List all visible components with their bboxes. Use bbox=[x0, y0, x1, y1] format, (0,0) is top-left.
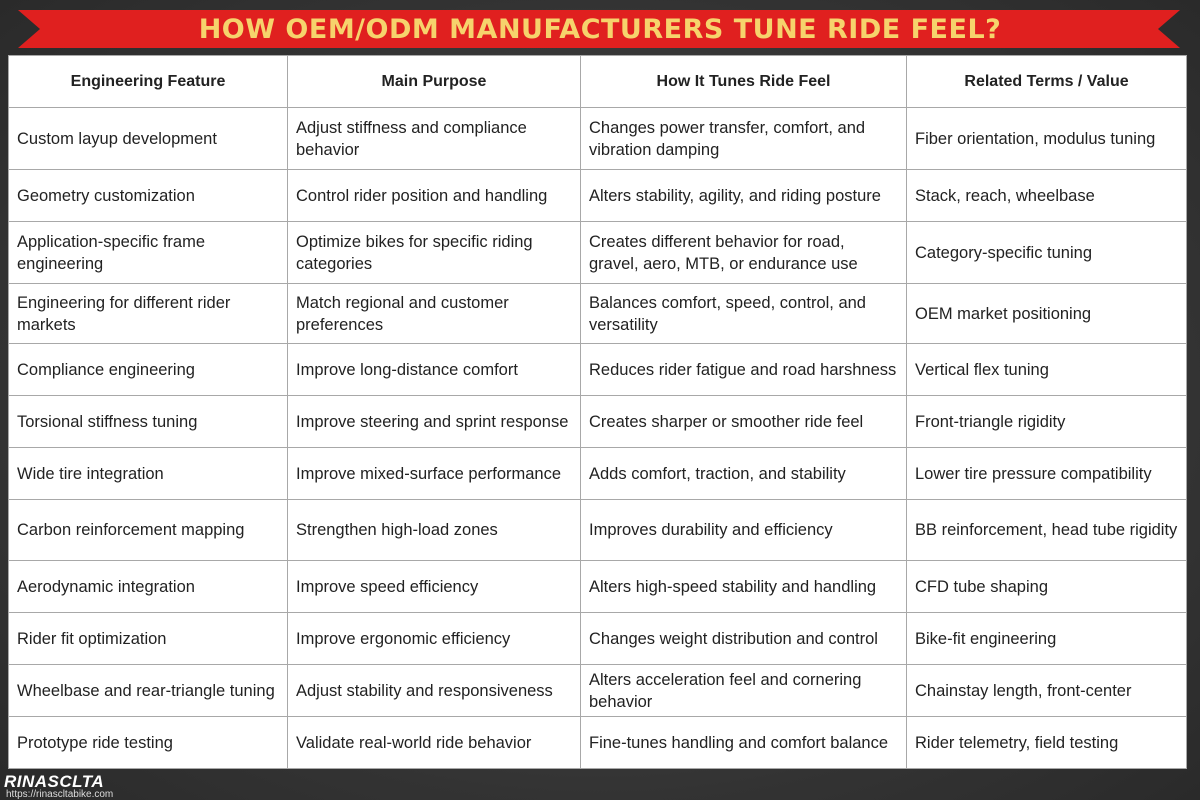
table-cell: Chainstay length, front-center bbox=[906, 664, 1187, 717]
table-cell: BB reinforcement, head tube rigidity bbox=[906, 499, 1187, 561]
table-row: Aerodynamic integration Improve speed eff… bbox=[8, 560, 1187, 613]
table-row: Wheelbase and rear-triangle tuning Adjust… bbox=[8, 664, 1187, 717]
title-banner bbox=[18, 10, 1180, 48]
table-cell: Validate real-world ride behavior bbox=[287, 716, 581, 769]
table-cell: Improve ergonomic efficiency bbox=[287, 612, 581, 665]
table-cell: Bike-fit engineering bbox=[906, 612, 1187, 665]
table-cell: Alters high-speed stability and handling bbox=[580, 560, 907, 613]
table-cell: Compliance engineering bbox=[8, 343, 288, 396]
table-cell: Adjust stiffness and compliance behavior bbox=[287, 107, 581, 170]
table-cell: Torsional stiffness tuning bbox=[8, 395, 288, 448]
table-cell: Aerodynamic integration bbox=[8, 560, 288, 613]
table-cell: Prototype ride testing bbox=[8, 716, 288, 769]
table-cell: Improve steering and sprint response bbox=[287, 395, 581, 448]
column-header: How It Tunes Ride Feel bbox=[580, 55, 907, 108]
column-header: Engineering Feature bbox=[8, 55, 288, 108]
table-cell: Lower tire pressure compatibility bbox=[906, 447, 1187, 500]
table-cell: Rider telemetry, field testing bbox=[906, 716, 1187, 769]
banner-shape bbox=[18, 10, 1180, 48]
table-row: Compliance engineering Improve long-dista… bbox=[8, 343, 1187, 396]
table-cell: Fine-tunes handling and comfort balance bbox=[580, 716, 907, 769]
brand: RINASCLTA bbox=[4, 772, 105, 791]
table-cell: Vertical flex tuning bbox=[906, 343, 1187, 396]
table-cell: Optimize bikes for specific riding categ… bbox=[287, 221, 581, 284]
table-cell: Control rider position and handling bbox=[287, 169, 581, 222]
table-row: Geometry customization Control rider posi… bbox=[8, 169, 1187, 222]
table-cell: Match regional and customer preferences bbox=[287, 283, 581, 344]
column-header: Related Terms / Value bbox=[906, 55, 1187, 108]
title: HOW OEM/ODM MANUFACTURERS TUNE RIDE FEEL… bbox=[198, 14, 1002, 45]
column-header: Main Purpose bbox=[287, 55, 581, 108]
table-cell: Reduces rider fatigue and road harshness bbox=[580, 343, 907, 396]
table-cell: Fiber orientation, modulus tuning bbox=[906, 107, 1187, 170]
table-row: Custom layup development Adjust stiffness… bbox=[8, 107, 1187, 170]
table-cell: Wheelbase and rear-triangle tuning bbox=[8, 664, 288, 717]
table-row: Torsional stiffness tuning Improve steeri… bbox=[8, 395, 1187, 448]
table-cell: Front-triangle rigidity bbox=[906, 395, 1187, 448]
table-cell: Category-specific tuning bbox=[906, 221, 1187, 284]
table-row: Wide tire integration Improve mixed-surfa… bbox=[8, 447, 1187, 500]
table-cell: Application-specific frame engineering bbox=[8, 221, 288, 284]
table-cell: Wide tire integration bbox=[8, 447, 288, 500]
table-cell: Improve long-distance comfort bbox=[287, 343, 581, 396]
table-cell: Improve speed efficiency bbox=[287, 560, 581, 613]
table-cell: Adds comfort, traction, and stability bbox=[580, 447, 907, 500]
table-cell: Improves durability and efficiency bbox=[580, 499, 907, 561]
table-row: Rider fit optimization Improve ergonomic … bbox=[8, 612, 1187, 665]
table-cell: Carbon reinforcement mapping bbox=[8, 499, 288, 561]
table-cell: OEM market positioning bbox=[906, 283, 1187, 344]
table-row: Prototype ride testing Validate real-worl… bbox=[8, 716, 1187, 769]
table-cell: Alters stability, agility, and riding po… bbox=[580, 169, 907, 222]
table-cell: Creates sharper or smoother ride feel bbox=[580, 395, 907, 448]
table-cell: Rider fit optimization bbox=[8, 612, 288, 665]
table-cell: Changes power transfer, comfort, and vib… bbox=[580, 107, 907, 170]
table-cell: Geometry customization bbox=[8, 169, 288, 222]
table-cell: CFD tube shaping bbox=[906, 560, 1187, 613]
table-cell: Adjust stability and responsiveness bbox=[287, 664, 581, 717]
table-cell: Balances comfort, speed, control, and ve… bbox=[580, 283, 907, 344]
table-cell: Stack, reach, wheelbase bbox=[906, 169, 1187, 222]
table-cell: Alters acceleration feel and cornering b… bbox=[580, 664, 907, 717]
table-cell: Custom layup development bbox=[8, 107, 288, 170]
url: https://rinascltabike.com bbox=[6, 789, 114, 800]
table-row: Engineering for different rider markets M… bbox=[8, 283, 1187, 344]
table-cell: Strengthen high-load zones bbox=[287, 499, 581, 561]
table-cell: Creates different behavior for road, gra… bbox=[580, 221, 907, 284]
table-cell: Improve mixed-surface performance bbox=[287, 447, 581, 500]
table-row: Application-specific frame engineering Op… bbox=[8, 221, 1187, 284]
header-row: Engineering Feature Main Purpose How It Tu… bbox=[8, 55, 1187, 108]
table-row: Carbon reinforcement mapping Strengthen h… bbox=[8, 499, 1187, 561]
table-cell: Engineering for different rider markets bbox=[8, 283, 288, 344]
table: Engineering Feature Main Purpose How It Tu… bbox=[8, 55, 1187, 769]
table-cell: Changes weight distribution and control bbox=[580, 612, 907, 665]
